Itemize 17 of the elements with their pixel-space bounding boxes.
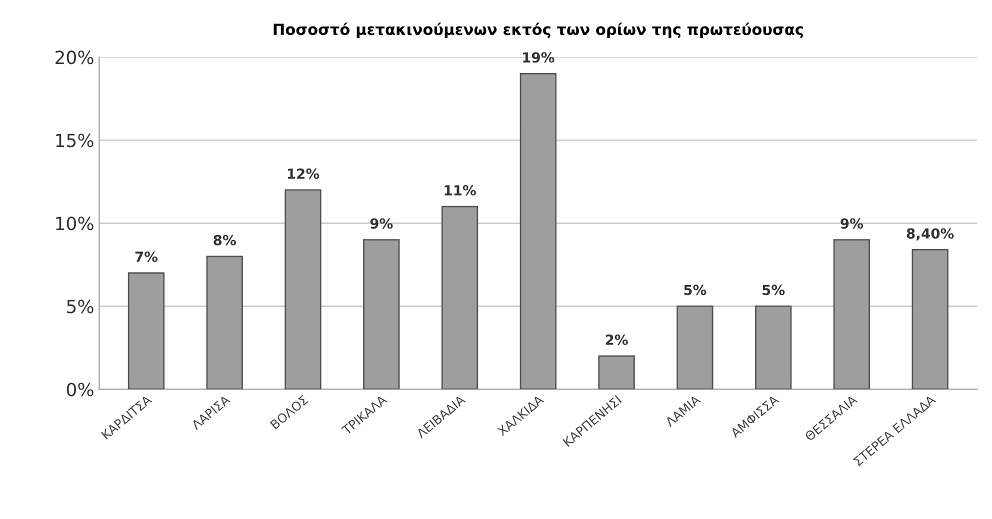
- data-label: 2%: [606, 334, 628, 346]
- data-label: 5%: [762, 284, 785, 296]
- data-label: 8,40%: [906, 228, 954, 240]
- data-label: 5%: [684, 284, 706, 296]
- y-tick-label: 0%: [66, 382, 94, 396]
- data-label: 7%: [135, 251, 158, 262]
- data-label: 9%: [840, 218, 864, 229]
- y-tick-label: 15%: [56, 134, 94, 148]
- data-label: 19%: [523, 52, 554, 63]
- chart-title: Ποσοστό μετακινούμενων εκτός των ορίων της πρωτεύουσας: [274, 22, 803, 38]
- y-tick-label: 5%: [67, 300, 94, 314]
- y-tick-label: 10%: [56, 216, 94, 230]
- data-label: 12%: [288, 168, 320, 179]
- data-label: 11%: [444, 185, 476, 196]
- data-label: 8%: [214, 234, 236, 246]
- y-tick-label: 20%: [56, 50, 94, 64]
- data-label: 9%: [370, 218, 393, 229]
